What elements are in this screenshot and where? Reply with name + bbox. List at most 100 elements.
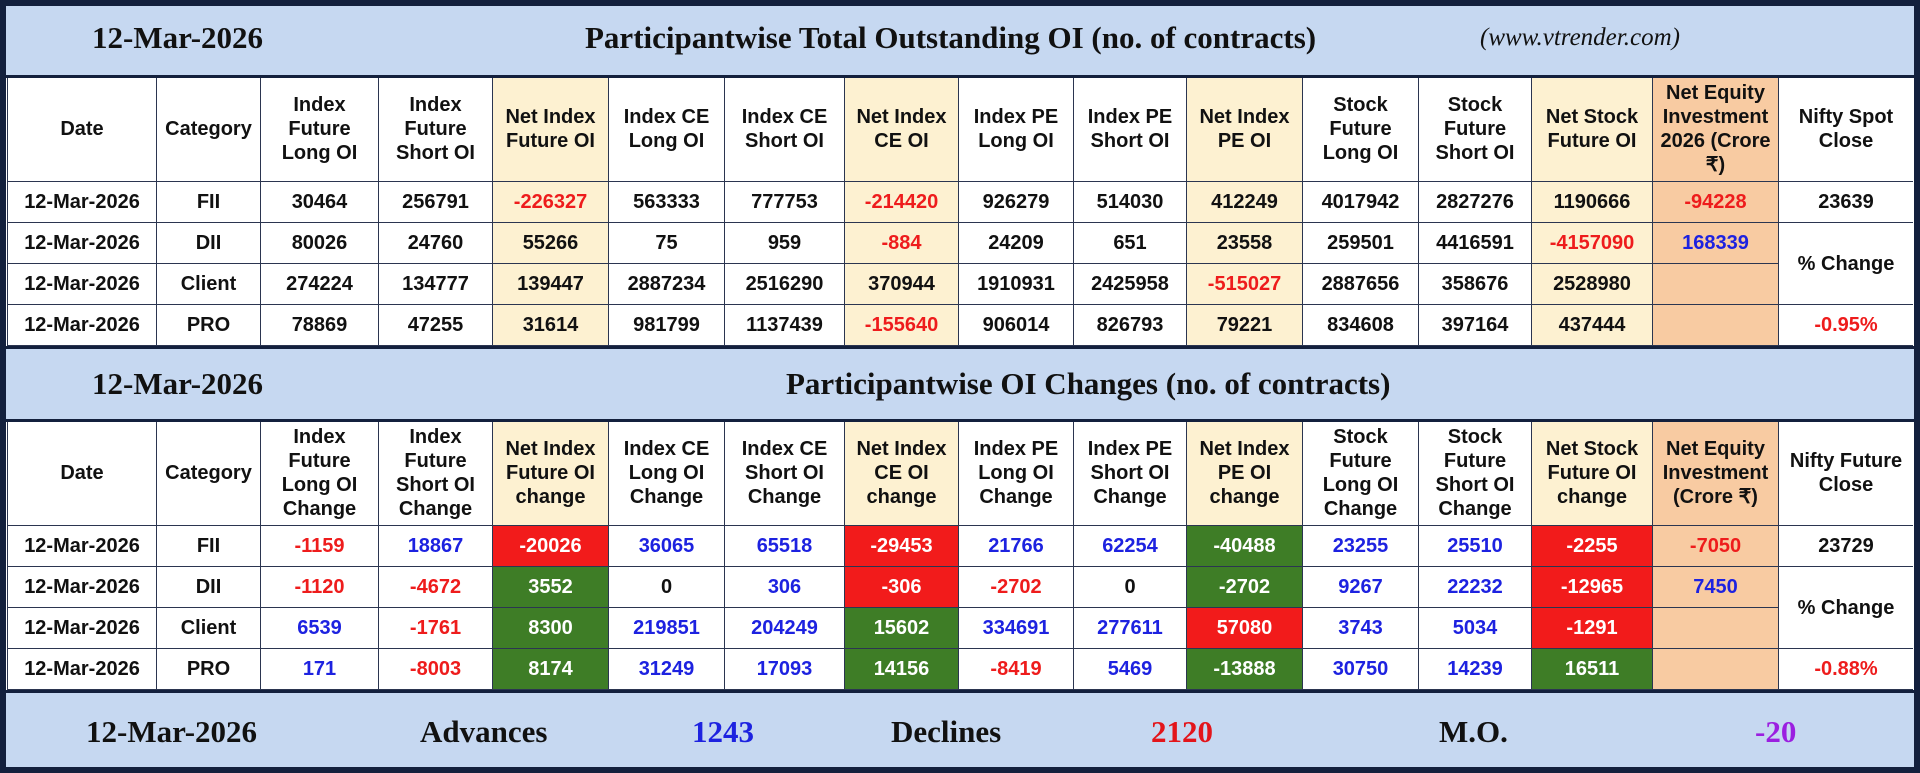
title-band: 12-Mar-2026 Participantwise OI Changes (…	[0, 347, 1920, 420]
cell: 3552	[492, 566, 609, 608]
row-label: 12-Mar-2026	[7, 648, 157, 690]
cell: 36065	[608, 525, 725, 567]
net-equity: 7450	[1652, 566, 1779, 608]
cell: 79221	[1186, 304, 1303, 346]
change: -0.88%	[1778, 648, 1913, 690]
row-label: DII	[156, 222, 261, 264]
column-header: Net Equity Investment 2026 (Crore ₹)	[1652, 76, 1779, 182]
cell: -884	[844, 222, 959, 264]
cell: 80026	[260, 222, 379, 264]
title-band: 12-Mar-2026 Participantwise Total Outsta…	[0, 0, 1920, 76]
cell: -4157090	[1531, 222, 1653, 264]
cell: 219851	[608, 607, 725, 649]
header-row: Date Category Index Future Long OI Change I…	[7, 420, 1913, 526]
cell: 2887656	[1302, 263, 1419, 305]
separator	[0, 690, 1920, 693]
cell: -29453	[844, 525, 959, 567]
cell: -1159	[260, 525, 379, 567]
column-header: Category	[156, 420, 261, 526]
title: Participantwise OI Changes (no. of contr…	[786, 365, 1391, 401]
cell: 62254	[1073, 525, 1187, 567]
cell: -4672	[378, 566, 493, 608]
data-row: 12-Mar-2026 DII -1120 -4672 3552 0 306 -306 -270…	[7, 566, 1913, 649]
cell: 139447	[492, 263, 609, 305]
column-header: Index CE Long OI	[608, 76, 725, 182]
column-header: Index Future Short OI	[378, 76, 493, 182]
column-header: Net Index PE OI change	[1186, 420, 1303, 526]
row-label: 12-Mar-2026	[7, 304, 157, 346]
net-equity: 168339	[1652, 222, 1779, 264]
cell: 31614	[492, 304, 609, 346]
separator	[0, 419, 1920, 422]
mo: -20	[1755, 714, 1797, 749]
row-label: 12-Mar-2026	[7, 181, 157, 223]
table-wrap: Date Category Index Future Long OI Change I…	[7, 420, 1913, 691]
column-header: Net Index PE OI	[1186, 76, 1303, 182]
cell: 17093	[724, 648, 845, 690]
header-row: Date Category Index Future Long OI Index Fu…	[7, 76, 1913, 182]
declines: 2120	[1151, 714, 1213, 749]
cell: 0	[608, 566, 725, 608]
cell: 30464	[260, 181, 379, 223]
date: 12-Mar-2026	[86, 714, 258, 749]
cell: 55266	[492, 222, 609, 264]
cell: 563333	[608, 181, 725, 223]
data-row: 12-Mar-2026 Client 6539 -1761 8300 219851 2042…	[7, 607, 1914, 649]
cell: 134777	[378, 263, 493, 305]
table-wrap: Date Category Index Future Long OI Index Fu…	[7, 76, 1913, 347]
column-header: Index Future Short OI Change	[378, 420, 493, 526]
cell: 0	[1073, 566, 1187, 608]
column-header: Stock Future Short OI	[1418, 76, 1532, 182]
row-label: 12-Mar-2026	[7, 607, 157, 649]
cell: 75	[608, 222, 725, 264]
column-header: Index PE Short OI Change	[1073, 420, 1187, 526]
cell: 65518	[724, 525, 845, 567]
column-header: Index CE Short OI	[724, 76, 845, 182]
cell: 24209	[958, 222, 1074, 264]
row-label: FII	[156, 525, 261, 567]
date: 12-Mar-2026	[92, 20, 264, 55]
cell: 2516290	[724, 263, 845, 305]
date: 12-Mar-2026	[92, 365, 264, 401]
cell: -306	[844, 566, 959, 608]
column-header: Net Index Future OI	[492, 76, 609, 182]
cell: 14239	[1418, 648, 1532, 690]
column-header: Date	[7, 420, 157, 526]
cell: 6539	[260, 607, 379, 649]
column-header: Index PE Long OI Change	[958, 420, 1074, 526]
cell: 1190666	[1531, 181, 1653, 223]
cell: 57080	[1186, 607, 1303, 649]
cell: 358676	[1418, 263, 1532, 305]
data-row: 12-Mar-2026 PRO 171 -8003 8174 31249 17093 1415…	[7, 648, 1913, 690]
cell: 1137439	[724, 304, 845, 346]
cell: -20026	[492, 525, 609, 567]
cell: -214420	[844, 181, 959, 223]
cell: 78869	[260, 304, 379, 346]
cell: 437444	[1531, 304, 1653, 346]
cell: 31249	[608, 648, 725, 690]
net-equity: -7050	[1652, 525, 1779, 567]
row-label: 12-Mar-2026	[7, 263, 157, 305]
data-row: 12-Mar-2026 FII 30464 256791 -226327 563333 77…	[7, 181, 1913, 223]
net-equity: -94228	[1652, 181, 1779, 223]
cell: 21766	[958, 525, 1074, 567]
cell: 370944	[844, 263, 959, 305]
column-header: Stock Future Short OI Change	[1418, 420, 1532, 526]
cell: 4017942	[1302, 181, 1419, 223]
cell: 2887234	[608, 263, 725, 305]
cell: 5469	[1073, 648, 1187, 690]
mo-label: M.O.	[1439, 714, 1508, 749]
cell: 926279	[958, 181, 1074, 223]
separator	[0, 346, 1920, 349]
separator	[0, 75, 1920, 78]
cell: 2425958	[1073, 263, 1187, 305]
cell: 2528980	[1531, 263, 1653, 305]
data-row: 12-Mar-2026 Client 274224 134777 139447 28872…	[7, 263, 1914, 305]
advances: 1243	[692, 714, 754, 749]
cell: 834608	[1302, 304, 1419, 346]
cell: 306	[724, 566, 845, 608]
change: -0.95%	[1778, 304, 1913, 346]
advances-label: Advances	[420, 714, 548, 749]
cell: -1120	[260, 566, 379, 608]
